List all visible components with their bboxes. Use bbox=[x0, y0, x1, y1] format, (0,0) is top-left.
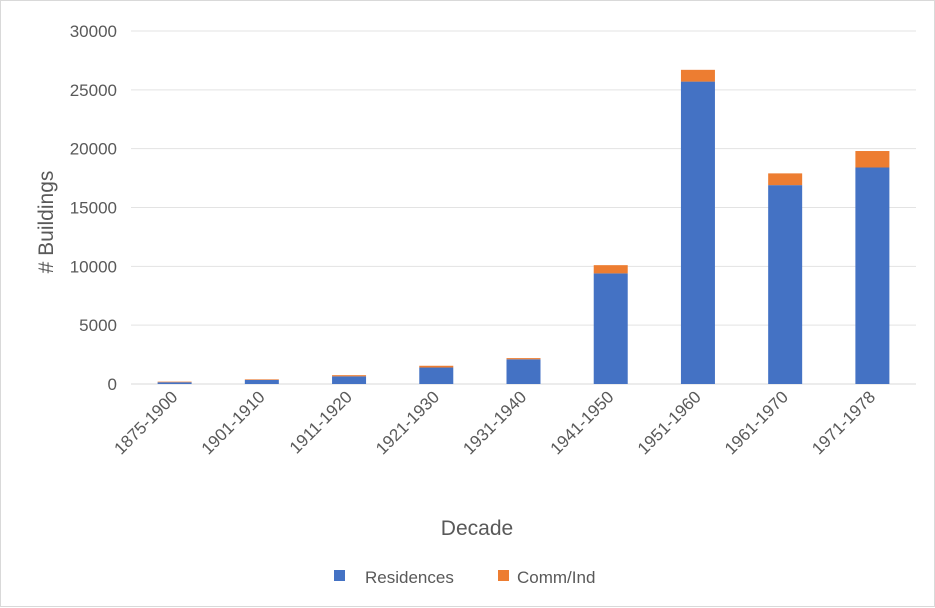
x-tick-label: 1901-1910 bbox=[198, 387, 269, 458]
bar-comm-ind-1961-1970 bbox=[768, 173, 803, 186]
bar-residences-1911-1920 bbox=[332, 376, 367, 384]
y-axis-title: # Buildings bbox=[35, 171, 58, 274]
y-tick-label: 15000 bbox=[70, 199, 117, 218]
legend-swatch-comm-ind bbox=[498, 570, 509, 581]
bar-comm-ind-1921-1930 bbox=[419, 365, 454, 368]
x-tick-labels: 1875-1900 1901-1910 1911-1920 1921-1930 1931… bbox=[111, 387, 880, 458]
bar-residences-1961-1970 bbox=[768, 185, 803, 384]
bar-comm-ind-1951-1960 bbox=[680, 69, 715, 82]
x-tick-label: 1941-1950 bbox=[547, 387, 618, 458]
x-tick-label: 1921-1930 bbox=[372, 387, 443, 458]
bar-comm-ind-1911-1920 bbox=[332, 375, 367, 377]
legend-label-comm-ind: Comm/Ind bbox=[517, 568, 595, 587]
bar-comm-ind-1875-1900 bbox=[157, 381, 192, 383]
bar-residences-1921-1930 bbox=[419, 367, 454, 384]
y-tick-label: 30000 bbox=[70, 22, 117, 41]
bar-comm-ind-1971-1978 bbox=[855, 151, 890, 168]
x-axis-title: Decade bbox=[441, 517, 513, 540]
bar-comm-ind-1941-1950 bbox=[593, 265, 628, 274]
legend: Residences Comm/Ind bbox=[334, 568, 595, 587]
x-tick-label: 1931-1940 bbox=[459, 387, 530, 458]
x-tick-label: 1951-1960 bbox=[634, 387, 705, 458]
bar-comm-ind-1901-1910 bbox=[244, 379, 279, 380]
legend-label-residences: Residences bbox=[365, 568, 454, 587]
bar-residences-1951-1960 bbox=[680, 81, 715, 384]
x-tick-label: 1961-1970 bbox=[721, 387, 792, 458]
x-tick-label: 1971-1978 bbox=[808, 387, 879, 458]
bar-residences-1941-1950 bbox=[593, 273, 628, 384]
gridlines bbox=[131, 30, 916, 385]
y-tick-label: 10000 bbox=[70, 257, 117, 276]
bar-residences-1971-1978 bbox=[855, 167, 890, 384]
y-tick-label: 25000 bbox=[70, 81, 117, 100]
y-tick-label: 0 bbox=[108, 375, 117, 394]
bar-residences-1901-1910 bbox=[244, 379, 279, 384]
bars bbox=[157, 69, 890, 384]
y-tick-label: 5000 bbox=[79, 316, 117, 335]
x-tick-label: 1875-1900 bbox=[111, 387, 182, 458]
bar-comm-ind-1931-1940 bbox=[506, 358, 541, 360]
y-tick-labels: 0 5000 10000 15000 20000 25000 30000 bbox=[70, 22, 117, 394]
bar-residences-1931-1940 bbox=[506, 359, 541, 384]
legend-swatch-residences bbox=[334, 570, 345, 581]
bar-residences-1875-1900 bbox=[157, 382, 192, 384]
x-tick-label: 1911-1920 bbox=[286, 387, 356, 457]
y-tick-label: 20000 bbox=[70, 140, 117, 159]
